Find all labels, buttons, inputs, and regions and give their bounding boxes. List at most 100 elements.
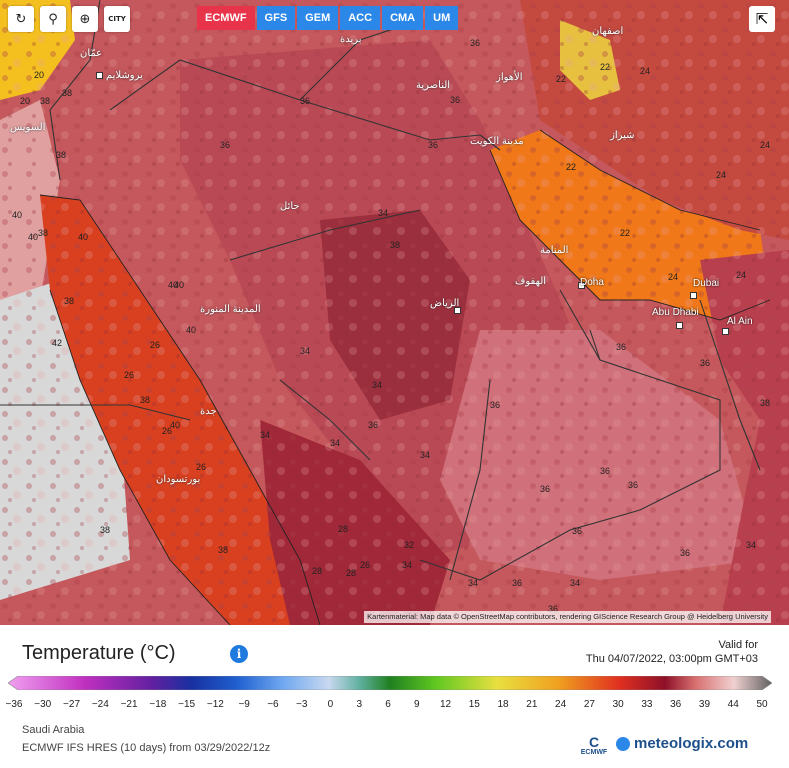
temperature-map-svg [0, 0, 789, 625]
temperature-value-label: 34 [300, 346, 311, 356]
temperature-value-label: 36 [572, 526, 583, 536]
temperature-value-label: 22 [566, 162, 577, 172]
scale-tick-label: 0 [327, 699, 334, 710]
temperature-value-label: 26 [150, 340, 161, 350]
locate-button[interactable]: ⚲ [40, 6, 66, 32]
temperature-value-label: 32 [404, 540, 415, 550]
model-tab-um[interactable]: UM [425, 6, 459, 30]
temperature-value-label: 24 [668, 272, 679, 282]
meteologix-logo-text: meteologix.com [634, 735, 749, 752]
texture [0, 0, 789, 625]
temperature-value-label: 34 [746, 540, 757, 550]
temperature-value-label: 40 [168, 280, 179, 290]
temperature-value-label: 34 [468, 578, 479, 588]
model-tab-cma[interactable]: CMA [382, 6, 424, 30]
model-run-info: ECMWF IFS HRES (10 days) from 03/29/2022… [22, 742, 271, 754]
temperature-value-label: 22 [556, 74, 567, 84]
scale-tick-label: −6 [267, 699, 279, 710]
temperature-value-label: 36 [220, 140, 231, 150]
city-marker-abu-dhabi [676, 322, 683, 329]
city-label-manama: المنامة [540, 245, 569, 256]
temperature-value-label: 26 [124, 370, 135, 380]
temperature-value-label: 20 [20, 96, 31, 106]
zoom-button[interactable]: ⊕ [72, 6, 98, 32]
scale-tick-label: −21 [120, 699, 138, 710]
scale-tick-label: 15 [468, 699, 480, 710]
valid-time: Valid for Thu 04/07/2022, 03:00pm GMT+03 [586, 638, 758, 666]
scale-tick-label: 24 [555, 699, 567, 710]
city-label-amman: عمّان [80, 48, 103, 59]
legend-title: Temperature (°C) [22, 642, 176, 664]
temperature-value-label: 36 [548, 604, 559, 614]
temperature-value-label: 38 [38, 228, 49, 238]
temperature-value-label: 34 [402, 560, 413, 570]
city-label: CITY [108, 14, 126, 23]
city-label-dubai: Dubai [693, 278, 720, 289]
globe-icon [616, 736, 630, 751]
share-button[interactable]: ⇱ [749, 6, 775, 32]
temperature-value-label: 28 [338, 524, 349, 534]
region-name: Saudi Arabia [22, 724, 85, 736]
temperature-value-label: 22 [600, 62, 611, 72]
city-label-port-sudan: بورتسودان [156, 474, 201, 485]
temperature-value-label: 20 [34, 70, 45, 80]
ecmwf-logo[interactable]: C ECMWF [574, 735, 614, 763]
model-tab-gem[interactable]: GEM [297, 6, 339, 30]
scale-tick-label: 18 [497, 699, 509, 710]
temperature-value-label: 24 [736, 270, 747, 280]
temperature-value-label: 38 [62, 88, 73, 98]
valid-datetime: Thu 04/07/2022, 03:00pm GMT+03 [585, 653, 758, 665]
scale-tick-label: 30 [612, 699, 624, 710]
temperature-value-label: 36 [600, 466, 611, 476]
temperature-value-label: 38 [218, 545, 229, 555]
city-label-medina: المدينة المنورة [200, 304, 261, 315]
temperature-value-label: 36 [628, 480, 639, 490]
temperature-value-label: 24 [640, 66, 651, 76]
scale-tick-label: −36 [5, 699, 23, 710]
temperature-value-label: 34 [420, 450, 431, 460]
scale-tick-label: 12 [439, 699, 452, 710]
map-toolbar: ↻ ⚲ ⊕ CITY [8, 6, 130, 32]
model-tab-acc[interactable]: ACC [340, 6, 381, 30]
city-label-riyadh: الرياض [430, 298, 460, 309]
scale-tick-label: 39 [698, 699, 711, 710]
city-toggle-button[interactable]: CITY [104, 6, 130, 32]
model-tab-ecmwf[interactable]: ECMWF [197, 6, 255, 30]
meteologix-logo[interactable]: meteologix.com [616, 735, 748, 752]
scale-tick-label: 3 [356, 699, 362, 710]
model-selector: ECMWF GFS GEM ACC CMA UM [197, 6, 459, 30]
scale-tick-label: −15 [178, 699, 196, 710]
city-label-shiraz: شيراز [610, 130, 635, 141]
location-pin-icon: ⚲ [48, 11, 58, 27]
scale-tick-label: 33 [641, 699, 653, 710]
city-label-al-ain: Al Ain [727, 316, 753, 327]
city-marker-al-ain [722, 328, 729, 335]
scale-tick-label: 6 [385, 699, 391, 710]
scale-tick-label: 9 [413, 699, 420, 710]
temperature-value-label: 38 [140, 395, 151, 405]
ecmwf-logo-text: ECMWF [580, 749, 608, 756]
temperature-value-label: 36 [470, 38, 481, 48]
temperature-value-label: 24 [716, 170, 727, 180]
reset-view-button[interactable]: ↻ [8, 6, 34, 32]
city-label-hofuf: الهفوف [515, 276, 547, 287]
city-label-doha: Doha [580, 277, 604, 288]
city-marker-dubai [690, 292, 697, 299]
temperature-value-label: 36 [490, 400, 501, 410]
scale-tick-label: 50 [756, 699, 768, 710]
temperature-value-label: 38 [760, 398, 771, 408]
city-label-jerusalem: يروشلايم [106, 70, 143, 81]
weather-map[interactable]: ↻ ⚲ ⊕ CITY ECMWF GFS GEM ACC CMA UM ⇱ Do… [0, 0, 789, 625]
scale-tick-label: 21 [526, 699, 538, 710]
ecmwf-logo-icon: C [588, 734, 600, 750]
scale-tick-label: −27 [63, 699, 81, 710]
temperature-value-label: 26 [162, 426, 173, 436]
scale-tick-label: −3 [295, 699, 308, 710]
zoom-icon: ⊕ [79, 11, 91, 27]
scale-tick-label: −30 [34, 699, 52, 710]
temperature-value-label: 34 [570, 578, 581, 588]
city-label-isfahan: اصفهان [592, 26, 624, 37]
temperature-value-label: 22 [620, 228, 631, 238]
model-tab-gfs[interactable]: GFS [256, 6, 296, 30]
info-icon[interactable]: i [230, 645, 248, 663]
